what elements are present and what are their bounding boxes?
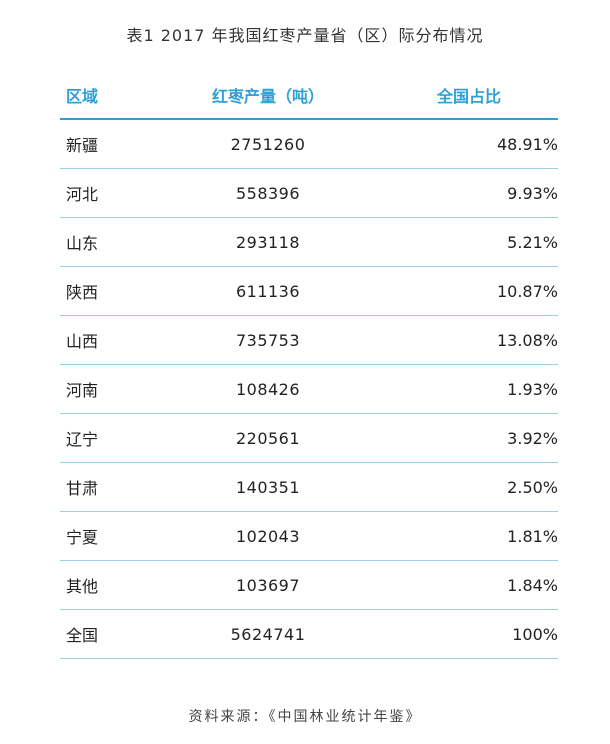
- row-share: 3.92%: [507, 428, 558, 448]
- row-output: 103697: [235, 575, 301, 595]
- header-region: 区域: [66, 87, 99, 106]
- row-output: 140351: [235, 477, 301, 497]
- table-row: 其他 103697 1.84%: [60, 561, 558, 610]
- row-output: 735753: [235, 330, 301, 350]
- row-share: 10.87%: [496, 281, 558, 301]
- row-share: 1.84%: [507, 575, 558, 595]
- row-output: 102043: [235, 526, 301, 546]
- row-output: 2751260: [230, 134, 306, 154]
- row-output: 558396: [235, 183, 301, 203]
- row-share: 9.93%: [507, 183, 558, 203]
- row-region: 山东: [66, 234, 99, 253]
- table-row: 辽宁 220561 3.92%: [60, 414, 558, 463]
- table-title: 表1 2017 年我国红枣产量省（区）际分布情况: [126, 26, 484, 45]
- row-output: 108426: [235, 379, 301, 399]
- row-share: 13.08%: [496, 330, 558, 350]
- row-share: 1.81%: [507, 526, 558, 546]
- table-row: 山西 735753 13.08%: [60, 316, 558, 365]
- row-region: 宁夏: [66, 528, 99, 547]
- source-note: 资料来源：《中国林业统计年鉴》: [188, 709, 422, 725]
- table-body: 新疆 2751260 48.91% 河北 558396 9.93% 山东 293118 5.21…: [60, 120, 558, 659]
- table-row: 新疆 2751260 48.91%: [60, 120, 558, 169]
- row-region: 其他: [66, 577, 99, 596]
- row-output: 293118: [235, 232, 301, 252]
- row-region: 河南: [66, 381, 99, 400]
- header-share: 全国占比: [436, 87, 501, 106]
- row-output: 611136: [235, 281, 301, 301]
- row-output: 220561: [235, 428, 301, 448]
- table-row: 山东 293118 5.21%: [60, 218, 558, 267]
- row-share: 100%: [512, 624, 558, 644]
- row-region: 辽宁: [66, 430, 99, 449]
- table-row: 甘肃 140351 2.50%: [60, 463, 558, 512]
- table-row: 全国 5624741 100%: [60, 610, 558, 659]
- row-share: 1.93%: [507, 379, 558, 399]
- header-output: 红枣产量（吨）: [211, 87, 324, 106]
- row-region: 全国: [66, 626, 99, 645]
- row-region: 山西: [66, 332, 99, 351]
- row-region: 陕西: [66, 283, 99, 302]
- row-region: 河北: [66, 185, 99, 204]
- table-row: 陕西 611136 10.87%: [60, 267, 558, 316]
- row-share: 48.91%: [496, 134, 558, 154]
- table-row: 河北 558396 9.93%: [60, 169, 558, 218]
- row-share: 2.50%: [507, 477, 558, 497]
- row-region: 新疆: [66, 136, 99, 155]
- row-output: 5624741: [230, 624, 306, 644]
- row-region: 甘肃: [66, 479, 99, 498]
- table-row: 宁夏 102043 1.81%: [60, 512, 558, 561]
- row-share: 5.21%: [507, 232, 558, 252]
- table-header: 区域 红枣产量（吨） 全国占比: [60, 72, 558, 120]
- production-table: 区域 红枣产量（吨） 全国占比 新疆 2751260 48.91% 河北 558396 9…: [60, 72, 558, 659]
- table-row: 河南 108426 1.93%: [60, 365, 558, 414]
